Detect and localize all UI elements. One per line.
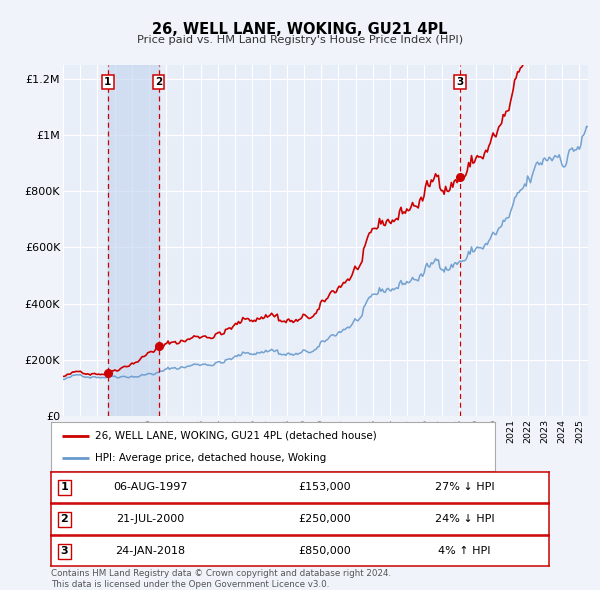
Text: 06-AUG-1997: 06-AUG-1997 — [113, 483, 188, 492]
Text: Price paid vs. HM Land Registry's House Price Index (HPI): Price paid vs. HM Land Registry's House … — [137, 35, 463, 45]
Text: 27% ↓ HPI: 27% ↓ HPI — [434, 483, 494, 492]
Text: 21-JUL-2000: 21-JUL-2000 — [116, 514, 185, 524]
Text: 1: 1 — [61, 483, 68, 492]
Bar — [108, 65, 158, 416]
Text: HPI: Average price, detached house, Woking: HPI: Average price, detached house, Woki… — [95, 453, 326, 463]
Text: Contains HM Land Registry data © Crown copyright and database right 2024.
This d: Contains HM Land Registry data © Crown c… — [51, 569, 391, 589]
Text: 1: 1 — [104, 77, 112, 87]
Text: 2: 2 — [155, 77, 162, 87]
Text: 26, WELL LANE, WOKING, GU21 4PL: 26, WELL LANE, WOKING, GU21 4PL — [152, 22, 448, 37]
Text: 3: 3 — [457, 77, 464, 87]
Text: 4% ↑ HPI: 4% ↑ HPI — [438, 546, 491, 556]
Text: £850,000: £850,000 — [299, 546, 351, 556]
Text: 24-JAN-2018: 24-JAN-2018 — [116, 546, 185, 556]
Text: 24% ↓ HPI: 24% ↓ HPI — [434, 514, 494, 524]
Text: 3: 3 — [61, 546, 68, 556]
Text: £250,000: £250,000 — [299, 514, 351, 524]
Text: £153,000: £153,000 — [299, 483, 351, 492]
Text: 26, WELL LANE, WOKING, GU21 4PL (detached house): 26, WELL LANE, WOKING, GU21 4PL (detache… — [95, 431, 377, 441]
Text: 2: 2 — [61, 514, 68, 524]
